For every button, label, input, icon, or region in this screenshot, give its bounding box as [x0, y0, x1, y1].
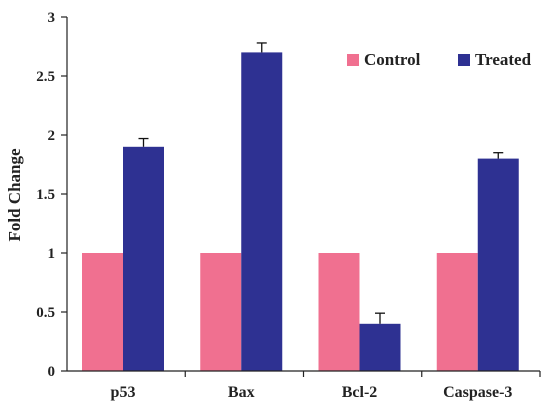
y-tick-label: 1 [48, 246, 56, 262]
y-axis-title: Fold Change [5, 148, 24, 241]
bars-group [82, 52, 519, 372]
bar-treated-caspase-3 [477, 158, 519, 371]
y-tick-label: 1.5 [36, 187, 55, 203]
legend: Control Treated [347, 50, 532, 69]
x-category-label: p53 [111, 384, 136, 401]
x-category-label: Bcl-2 [342, 384, 378, 401]
x-category-label: Bax [228, 384, 255, 401]
bar-treated-bcl-2 [359, 323, 401, 371]
bar-control-p53 [82, 253, 123, 371]
y-tick-label: 0 [48, 364, 56, 380]
bar-control-bcl-2 [318, 253, 360, 371]
error-bars-group [138, 42, 504, 324]
legend-label-control: Control [364, 50, 421, 69]
y-tick-label: 3 [48, 10, 56, 26]
legend-label-treated: Treated [475, 50, 532, 69]
y-tick-label: 0.5 [36, 305, 55, 321]
y-tick-label: 2 [48, 128, 56, 144]
bar-treated-p53 [123, 146, 164, 371]
bar-treated-bax [241, 52, 283, 372]
y-ticks-group: 0 0.5 1 1.5 2 2.5 3 [36, 10, 67, 380]
bar-control-caspase-3 [436, 253, 478, 371]
x-labels-group: p53 Bax Bcl-2 Caspase-3 [111, 371, 541, 401]
legend-swatch-control [347, 54, 359, 66]
y-tick-label: 2.5 [36, 69, 55, 85]
x-category-label: Caspase-3 [443, 384, 512, 401]
bar-control-bax [200, 253, 242, 371]
legend-swatch-treated [458, 54, 470, 66]
